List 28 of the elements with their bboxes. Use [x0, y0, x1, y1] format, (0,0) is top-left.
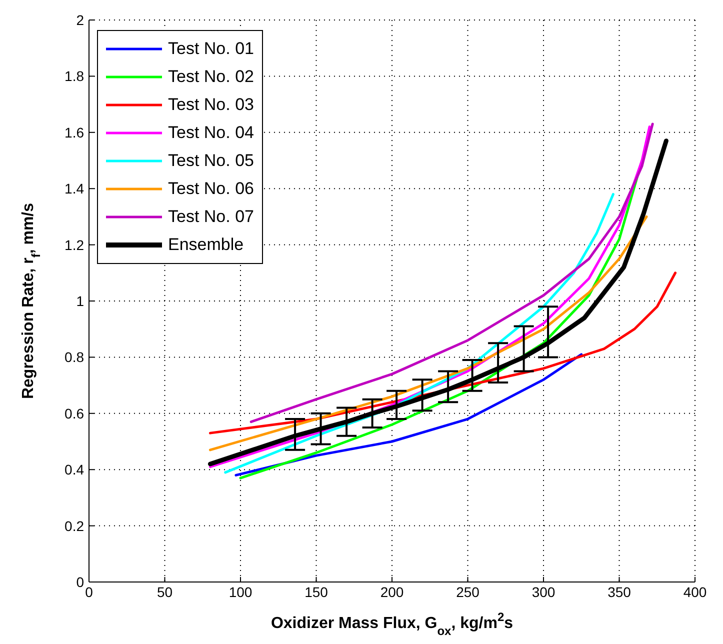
legend-label: Ensemble — [168, 235, 244, 255]
y-tick-label: 0 — [76, 574, 84, 590]
x-axis-title: Oxidizer Mass Flux, G$_{ox}$, kg/m$^{2}$s — [270, 610, 514, 638]
x-tick-label: 200 — [380, 584, 404, 600]
y-tick-label: 1.2 — [64, 236, 84, 253]
x-tick-label: 100 — [228, 584, 252, 600]
legend-label: Test No. 06 — [168, 179, 254, 199]
y-tick-label: 1 — [76, 292, 84, 309]
y-tick-label: 0.8 — [64, 349, 84, 366]
legend-label: Test No. 03 — [168, 95, 254, 115]
x-tick-label: 50 — [156, 584, 173, 600]
x-tick-label: 300 — [532, 584, 556, 600]
legend-label: Test No. 07 — [168, 207, 254, 227]
legend-label: Test No. 05 — [168, 151, 254, 171]
y-tick-label: 1.8 — [64, 68, 84, 84]
y-tick-label: 0.4 — [64, 462, 84, 478]
y-tick-label: 1.6 — [64, 124, 84, 140]
y-tick-label: 0.2 — [64, 518, 84, 534]
y-tick-label: 2 — [76, 12, 84, 28]
x-tick-label: 150 — [304, 584, 328, 600]
legend-label: Test No. 04 — [168, 123, 254, 143]
y-tick-label: 1.4 — [64, 180, 84, 197]
y-tick-label: 0.6 — [64, 405, 84, 422]
legend-label: Test No. 01 — [168, 39, 254, 59]
x-tick-label: 400 — [683, 584, 707, 600]
x-tick-label: 350 — [608, 584, 632, 600]
legend-label: Test No. 02 — [168, 67, 254, 87]
x-tick-label: 250 — [456, 584, 480, 600]
